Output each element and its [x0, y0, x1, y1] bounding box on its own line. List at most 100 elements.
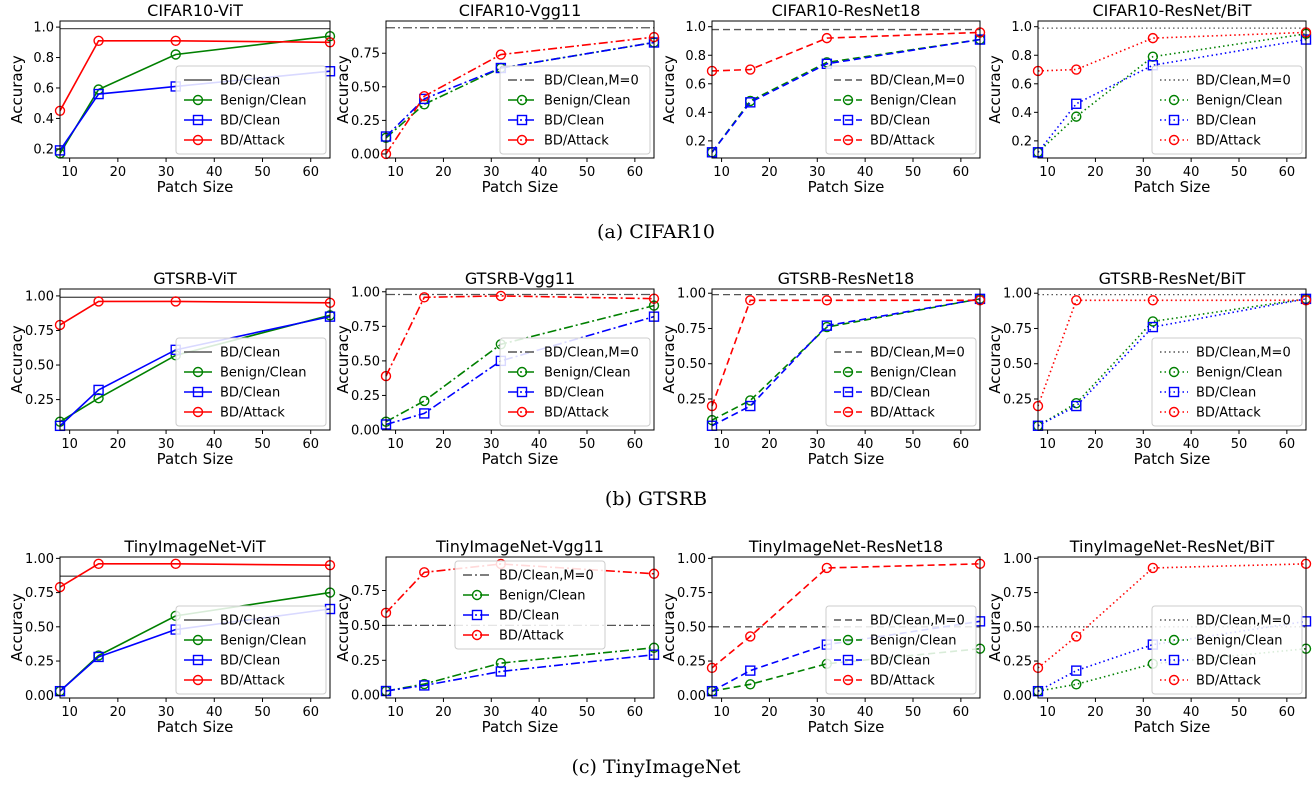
x-axis-label: Patch Size — [808, 718, 885, 736]
legend-label: BD/Attack — [1196, 674, 1261, 689]
legend-marker — [516, 406, 528, 418]
x-tick-label: 40 — [1183, 165, 1200, 180]
legend-box — [454, 560, 606, 650]
y-tick-label: 0.25 — [351, 654, 380, 669]
x-tick-label: 60 — [627, 165, 644, 180]
x-tick-label: 10 — [387, 165, 404, 180]
legend-label: Benign/Clean — [220, 94, 307, 109]
legend-marker — [192, 634, 204, 646]
y-tick-label: 0.00 — [351, 147, 380, 162]
legend-box — [175, 65, 327, 155]
x-tick-label: 30 — [809, 705, 826, 720]
legend-marker — [1168, 114, 1180, 126]
legend-label: Benign/Clean — [544, 366, 631, 381]
x-tick-label: 30 — [483, 437, 500, 452]
legend-label: BD/Attack — [499, 629, 564, 644]
axes-frame — [59, 288, 331, 431]
series-bd-attack-line — [385, 36, 655, 155]
x-tick-label: 10 — [61, 705, 78, 720]
legend-box — [1151, 337, 1303, 427]
series-bd-clean-line — [1037, 38, 1307, 153]
x-tick-label: 10 — [61, 437, 78, 452]
subplot-cifar10-resnet-bit: CIFAR10-ResNet/BiT 0.2 0.4 0.6 0.8 1.0 10 20 30 4… — [986, 1, 1312, 196]
x-tick-label: 20 — [1087, 437, 1104, 452]
series-bd-attack-point — [1071, 295, 1082, 306]
y-tick-label: 0.25 — [351, 114, 380, 129]
x-tick-label: 30 — [809, 437, 826, 452]
y-tick-label: 1.00 — [351, 285, 380, 300]
series-bd-clean-point — [1071, 98, 1082, 109]
x-tick-label: 10 — [1039, 165, 1056, 180]
series-bd-clean-point — [93, 384, 104, 396]
legend-marker — [1168, 134, 1180, 146]
series-bd-attack-point — [93, 558, 104, 570]
legend-label: BD/Attack — [220, 134, 285, 149]
y-tick-label: 0.00 — [351, 424, 380, 439]
legend-label: BD/Attack — [870, 406, 935, 421]
series-benign-clean-point — [1071, 679, 1082, 690]
y-tick-label: 0.75 — [351, 584, 380, 599]
x-tick-label: 40 — [857, 437, 874, 452]
series-bd-clean-point — [495, 666, 507, 677]
subplot-gtsrb-resnet18: GTSRB-ResNet18 0.25 0.50 0.75 1.00 10 20 30 40 50… — [660, 269, 986, 468]
legend: BD/Clean,M=0 Benign/Clean BD/Clean BD/Attac… — [1151, 337, 1303, 427]
x-axis-label: Patch Size — [157, 718, 234, 736]
y-tick-label: 0.6 — [685, 77, 706, 92]
x-tick-label: 40 — [857, 705, 874, 720]
subplot-tinyimagenet-resnet-bit: TinyImageNet-ResNet/BiT 0.00 0.25 0.50 0.75 1… — [986, 537, 1312, 736]
y-axis-label: Accuracy — [660, 325, 678, 394]
legend-box — [1151, 605, 1303, 695]
x-tick-label: 10 — [61, 165, 78, 180]
legend-label: BD/Attack — [870, 134, 935, 149]
series-bd-attack-point — [745, 631, 756, 642]
legend-label: BD/Clean — [220, 386, 280, 401]
series-bd-attack-point — [821, 295, 833, 306]
y-tick-label: 1.0 — [685, 20, 706, 35]
legend-marker — [842, 634, 854, 646]
series-bd-clean-line — [711, 38, 981, 153]
legend-marker — [1168, 406, 1180, 418]
series-bd-attack-point — [495, 49, 507, 60]
x-axis-label: Patch Size — [808, 450, 885, 468]
x-tick-label: 10 — [1039, 437, 1056, 452]
x-tick-label: 60 — [1279, 165, 1296, 180]
y-tick-label: 1.00 — [1003, 552, 1032, 567]
legend-marker — [192, 386, 204, 398]
x-tick-label: 30 — [1135, 437, 1152, 452]
x-tick-label: 10 — [387, 437, 404, 452]
x-tick-label: 60 — [302, 165, 319, 180]
x-axis-label: Patch Size — [482, 178, 559, 196]
y-tick-label: 0.6 — [1011, 77, 1032, 92]
subplot-title: TinyImageNet-ResNet/BiT — [1069, 537, 1275, 556]
subplot-title: TinyImageNet-ResNet18 — [748, 537, 943, 556]
legend-label: Benign/Clean — [220, 634, 307, 649]
y-tick-label: 0.50 — [677, 357, 706, 372]
series-benign-clean-line — [711, 647, 981, 692]
axes-frame — [385, 556, 655, 699]
subplot-gtsrb-resnet-bit: GTSRB-ResNet/BiT 0.25 0.50 0.75 1.00 10 20 30 40… — [986, 269, 1312, 468]
legend-label: Benign/Clean — [1196, 634, 1283, 649]
x-tick-label: 40 — [857, 165, 874, 180]
legend-label: BD/Clean — [499, 609, 559, 624]
y-tick-label: 0.25 — [351, 389, 380, 404]
y-tick-label: 0.2 — [33, 142, 54, 157]
legend-label: BD/Attack — [544, 134, 609, 149]
series-bd-attack-point — [1071, 631, 1082, 642]
x-tick-label: 50 — [254, 437, 271, 452]
legend-label: BD/Clean,M=0 — [499, 569, 594, 584]
legend-box — [1151, 65, 1303, 155]
y-tick-label: 0.25 — [677, 655, 706, 670]
x-axis-label: Patch Size — [1134, 718, 1211, 736]
series-bd-clean-point — [419, 93, 430, 105]
legend-marker — [842, 654, 854, 666]
axes-frame — [711, 288, 981, 431]
x-tick-label: 60 — [302, 437, 319, 452]
series-bd-attack-line — [59, 563, 331, 588]
legend-marker — [842, 386, 854, 398]
x-tick-label: 60 — [953, 705, 970, 720]
legend-label: Benign/Clean — [1196, 366, 1283, 381]
caption-cifar10: (a) CIFAR10 — [597, 221, 715, 243]
x-axis-label: Patch Size — [808, 178, 885, 196]
legend-marker — [842, 366, 854, 378]
y-axis-label: Accuracy — [8, 593, 26, 662]
